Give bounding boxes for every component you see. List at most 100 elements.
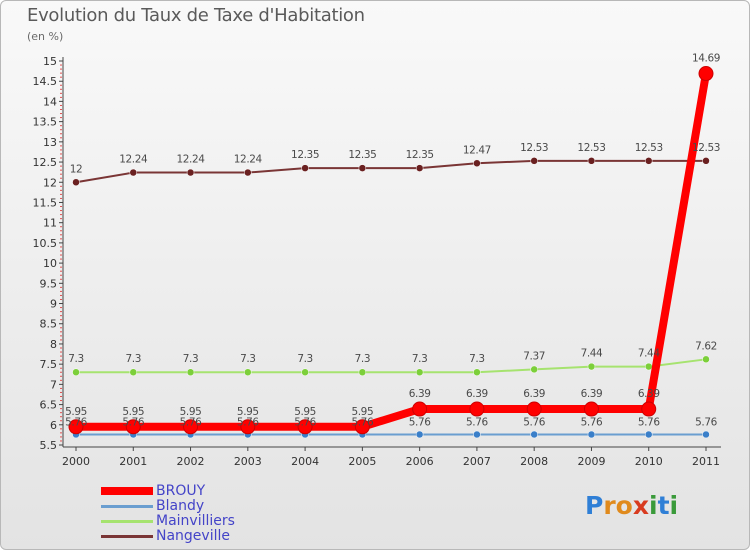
y-minor-tick xyxy=(60,367,62,369)
data-point-nangeville xyxy=(72,178,80,187)
y-minor-tick xyxy=(60,206,62,208)
data-label-mainvilliers: 7.37 xyxy=(523,350,545,362)
data-point-mainvilliers xyxy=(244,368,252,376)
y-tick-label: 8.5 xyxy=(40,318,58,331)
data-point-brouy xyxy=(125,419,141,435)
y-minor-tick xyxy=(60,169,62,171)
data-point-nangeville xyxy=(587,157,596,165)
x-tick-label: 2011 xyxy=(692,455,720,468)
legend-item-brouy: BROUY xyxy=(101,483,361,499)
data-label-nangeville: 12 xyxy=(70,163,83,175)
y-tick-label: 7.5 xyxy=(40,358,58,371)
legend-label-blandy: Blandy xyxy=(156,498,205,514)
data-label-nangeville: 12.24 xyxy=(234,154,263,166)
data-point-mainvilliers xyxy=(72,368,80,376)
data-point-nangeville xyxy=(129,168,138,177)
y-minor-tick xyxy=(60,246,62,248)
y-minor-tick xyxy=(60,440,62,442)
y-minor-tick xyxy=(60,379,62,381)
data-label-mainvilliers: 7.62 xyxy=(695,340,717,352)
data-label-brouy: 6.39 xyxy=(638,388,660,400)
logo-letter: r xyxy=(603,491,616,520)
data-label-mainvilliers: 7.3 xyxy=(469,353,485,365)
y-minor-tick xyxy=(60,125,62,127)
data-point-mainvilliers xyxy=(702,355,710,364)
data-point-brouy xyxy=(240,419,256,435)
data-label-nangeville: 12.24 xyxy=(119,154,148,166)
x-tick-label: 2001 xyxy=(119,455,147,468)
y-minor-tick xyxy=(60,335,62,337)
y-minor-tick xyxy=(60,315,62,317)
y-minor-tick xyxy=(60,294,62,296)
y-minor-tick xyxy=(60,165,62,167)
y-minor-tick xyxy=(60,133,62,135)
data-point-mainvilliers xyxy=(358,368,367,376)
data-label-blandy: 5.76 xyxy=(351,416,373,428)
legend-label-nangeville: Nangeville xyxy=(156,528,230,544)
y-tick-label: 11 xyxy=(43,217,57,230)
y-minor-tick xyxy=(60,391,62,393)
data-point-blandy xyxy=(473,430,481,439)
y-minor-tick xyxy=(60,189,62,191)
y-tick-label: 9.5 xyxy=(40,277,58,290)
legend-item-nangeville: Nangeville xyxy=(101,528,361,544)
logo-letter: t xyxy=(657,491,670,520)
y-minor-tick xyxy=(60,355,62,357)
data-point-brouy xyxy=(583,401,599,417)
y-tick-label: 7 xyxy=(50,378,57,391)
data-label-blandy: 5.76 xyxy=(237,416,259,428)
proxiti-logo: Proxiti xyxy=(585,491,678,520)
y-minor-tick xyxy=(60,359,62,361)
data-label-blandy: 5.76 xyxy=(122,416,144,428)
y-minor-tick xyxy=(60,234,62,236)
y-minor-tick xyxy=(60,129,62,131)
data-point-blandy xyxy=(644,430,653,439)
data-point-mainvilliers xyxy=(473,368,481,376)
y-minor-tick xyxy=(60,319,62,321)
y-minor-tick xyxy=(60,210,62,212)
y-tick-label: 13.5 xyxy=(33,116,58,129)
y-minor-tick xyxy=(60,117,62,119)
data-label-brouy: 14.69 xyxy=(692,53,720,65)
data-label-nangeville: 12.35 xyxy=(406,149,434,161)
y-minor-tick xyxy=(60,157,62,159)
x-tick-label: 2010 xyxy=(635,455,663,468)
data-label-nangeville: 12.53 xyxy=(520,142,548,154)
legend-label-mainvilliers: Mainvilliers xyxy=(156,513,235,529)
data-label-nangeville: 12.24 xyxy=(177,154,206,166)
y-tick-label: 12.5 xyxy=(33,156,58,169)
logo-letter: x xyxy=(632,491,649,520)
y-minor-tick xyxy=(60,177,62,179)
logo-letter: i xyxy=(649,491,658,520)
data-label-brouy: 6.39 xyxy=(466,388,488,400)
chart-subtitle: (en %) xyxy=(27,30,64,43)
data-point-brouy xyxy=(526,401,542,417)
x-tick-label: 2002 xyxy=(177,455,205,468)
x-tick-label: 2005 xyxy=(348,455,376,468)
y-minor-tick xyxy=(60,266,62,268)
y-minor-tick xyxy=(60,226,62,228)
y-minor-tick xyxy=(60,173,62,175)
y-minor-tick xyxy=(60,327,62,329)
data-point-brouy xyxy=(297,419,313,435)
y-minor-tick xyxy=(60,351,62,353)
y-minor-tick xyxy=(60,371,62,373)
y-minor-tick xyxy=(60,436,62,438)
x-tick-label: 2008 xyxy=(520,455,548,468)
y-minor-tick xyxy=(60,72,62,74)
y-minor-tick xyxy=(60,347,62,349)
data-label-brouy: 6.39 xyxy=(409,388,431,400)
data-point-blandy xyxy=(415,430,424,439)
data-label-blandy: 5.76 xyxy=(180,416,202,428)
y-minor-tick xyxy=(60,68,62,70)
y-minor-tick xyxy=(60,395,62,397)
data-point-nangeville xyxy=(415,164,424,172)
data-label-brouy: 5.95 xyxy=(122,406,144,418)
legend-swatch-nangeville xyxy=(101,534,153,538)
data-label-brouy: 6.39 xyxy=(523,388,545,400)
y-tick-label: 6 xyxy=(50,419,57,432)
y-minor-tick xyxy=(60,274,62,276)
data-label-blandy: 5.76 xyxy=(695,416,717,428)
x-tick-label: 2007 xyxy=(463,455,491,468)
data-label-nangeville: 12.47 xyxy=(463,144,491,156)
